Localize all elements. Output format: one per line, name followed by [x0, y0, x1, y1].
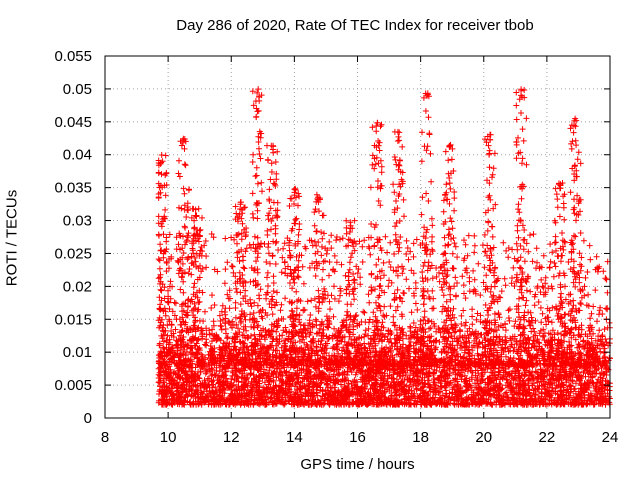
y-tick-label: 0.015 — [54, 311, 92, 328]
y-tick-label: 0.005 — [54, 377, 92, 394]
data-points — [155, 86, 613, 408]
y-tick-label: 0.055 — [54, 48, 92, 65]
y-tick-label: 0.045 — [54, 114, 92, 131]
y-tick-label: 0.02 — [63, 278, 92, 295]
y-tick-label: 0.04 — [63, 147, 92, 164]
y-tick-label: 0.05 — [63, 81, 92, 98]
x-tick-label: 18 — [412, 429, 429, 446]
x-tick-label: 20 — [475, 429, 492, 446]
y-tick-label: 0 — [84, 410, 92, 427]
x-tick-label: 24 — [602, 429, 619, 446]
y-axis-label: ROTI / TECUs — [3, 189, 21, 287]
x-tick-label: 10 — [160, 429, 177, 446]
y-tick-label: 0.025 — [54, 245, 92, 262]
y-tick-label: 0.035 — [54, 180, 92, 197]
x-tick-label: 22 — [539, 429, 556, 446]
y-tick-label: 0.01 — [63, 344, 92, 361]
x-tick-label: 12 — [223, 429, 240, 446]
y-tick-label: 0.03 — [63, 213, 92, 230]
x-tick-label: 16 — [349, 429, 366, 446]
x-tick-label: 8 — [101, 429, 109, 446]
x-axis-label: GPS time / hours — [300, 456, 415, 473]
chart-title: Day 286 of 2020, Rate Of TEC Index for r… — [176, 17, 534, 34]
x-tick-label: 14 — [286, 429, 303, 446]
